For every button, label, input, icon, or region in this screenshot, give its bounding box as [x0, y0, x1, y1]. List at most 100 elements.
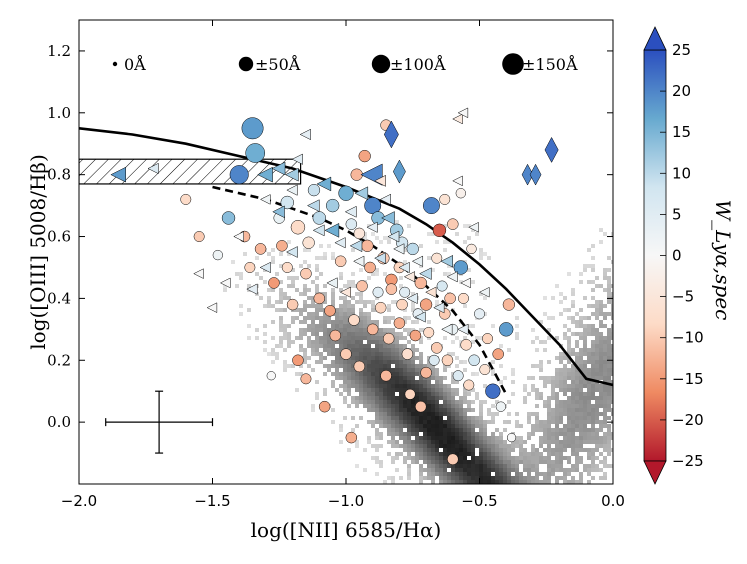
density-cell — [387, 432, 391, 436]
density-cell — [475, 460, 479, 464]
density-cell — [407, 400, 411, 404]
density-cell — [323, 292, 327, 296]
density-cell — [371, 368, 375, 372]
density-cell — [403, 380, 407, 384]
density-cell — [551, 432, 555, 436]
density-cell — [335, 340, 339, 344]
density-cell — [579, 396, 583, 400]
density-cell — [479, 420, 483, 424]
density-cell — [583, 424, 587, 428]
density-cell — [607, 400, 611, 404]
density-cell — [503, 448, 507, 452]
density-cell — [351, 308, 355, 312]
density-cell — [547, 436, 551, 440]
triangle-point — [452, 175, 463, 187]
density-cell — [515, 472, 519, 476]
density-cell — [391, 432, 395, 436]
density-cell — [339, 440, 343, 444]
density-cell — [607, 388, 611, 392]
density-cell — [235, 272, 239, 276]
triangle-point — [446, 271, 458, 283]
density-cell — [431, 424, 435, 428]
density-cell — [531, 468, 535, 472]
density-cell — [275, 352, 279, 356]
density-cell — [607, 312, 611, 316]
density-cell — [595, 448, 599, 452]
density-cell — [547, 396, 551, 400]
density-cell — [367, 388, 371, 392]
density-cell — [283, 368, 287, 372]
density-cell — [591, 368, 595, 372]
density-cell — [415, 368, 419, 372]
circle-point — [358, 149, 371, 163]
density-cell — [279, 308, 283, 312]
density-cell — [343, 304, 347, 308]
density-cell — [371, 304, 375, 308]
density-cell — [319, 316, 323, 320]
circle-point — [495, 401, 506, 412]
density-cell — [515, 424, 519, 428]
density-cell — [447, 424, 451, 428]
density-cell — [539, 460, 543, 464]
density-cell — [523, 476, 527, 480]
density-cell — [423, 460, 427, 464]
density-cell — [595, 340, 599, 344]
density-cell — [415, 320, 419, 324]
circle-point — [244, 262, 256, 273]
density-cell — [551, 316, 555, 320]
density-cell — [399, 420, 403, 424]
circle-point — [420, 366, 432, 379]
density-cell — [479, 472, 483, 476]
density-cell — [559, 368, 563, 372]
density-cell — [387, 304, 391, 308]
density-cell — [323, 256, 327, 260]
density-cell — [427, 428, 431, 432]
density-cell — [351, 372, 355, 376]
density-cell — [371, 336, 375, 340]
density-cell — [267, 304, 271, 308]
density-cell — [419, 360, 423, 364]
density-cell — [375, 384, 379, 388]
circle-point — [415, 400, 427, 413]
density-cell — [411, 344, 415, 348]
density-cell — [447, 448, 451, 452]
density-cell — [391, 440, 395, 444]
density-cell — [603, 360, 607, 364]
triangle-point — [381, 211, 395, 225]
density-cell — [391, 316, 395, 320]
density-cell — [591, 312, 595, 316]
density-cell — [443, 304, 447, 308]
triangle-point — [312, 224, 325, 237]
density-cell — [499, 468, 503, 472]
triangle-point — [110, 166, 126, 183]
density-cell — [583, 348, 587, 352]
density-cell — [283, 292, 287, 296]
density-cell — [527, 456, 531, 460]
density-cell — [583, 464, 587, 468]
density-cell — [411, 412, 415, 416]
density-cell — [283, 336, 287, 340]
density-cell — [307, 304, 311, 308]
density-cell — [347, 300, 351, 304]
density-cell — [607, 340, 611, 344]
circle-point — [286, 298, 299, 311]
density-cell — [599, 332, 603, 336]
density-cell — [475, 416, 479, 420]
circle-point — [180, 193, 192, 205]
density-cell — [579, 376, 583, 380]
density-cell — [395, 456, 399, 460]
density-cell — [451, 380, 455, 384]
density-cell — [491, 476, 495, 480]
density-cell — [451, 420, 455, 424]
density-cell — [535, 420, 539, 424]
density-cell — [323, 328, 327, 332]
density-cell — [371, 340, 375, 344]
density-cell — [299, 348, 303, 352]
density-cell — [487, 464, 491, 468]
density-cell — [547, 480, 551, 484]
density-cell — [463, 428, 467, 432]
density-cell — [491, 432, 495, 436]
density-cell — [395, 368, 399, 372]
density-cell — [595, 336, 599, 340]
density-cell — [599, 304, 603, 308]
